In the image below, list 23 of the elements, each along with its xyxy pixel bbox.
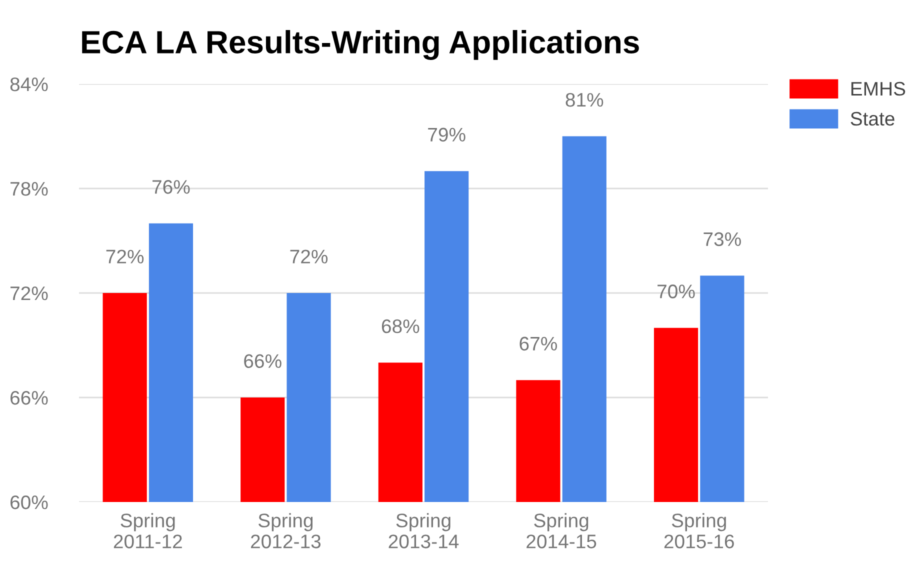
legend-label: State	[850, 112, 894, 126]
data-label: 70%	[658, 284, 695, 298]
legend-label: EMHS	[851, 82, 906, 96]
y-tick-label: 78%	[10, 182, 48, 196]
data-label: 67%	[520, 336, 557, 351]
y-tick-label: 60%	[10, 495, 48, 510]
data-label: 79%	[428, 128, 466, 142]
y-tick-label: 66%	[10, 390, 48, 405]
x-tick-label: Spring 2014-15	[526, 513, 596, 548]
data-label: 72%	[106, 250, 144, 264]
data-label: 81%	[566, 92, 604, 107]
x-tick-label: Spring 2015-16	[664, 513, 734, 548]
data-label: 73%	[704, 232, 741, 246]
y-tick-label: 72%	[10, 286, 48, 300]
chart-title: ECA LA Results-Writing Applications	[82, 30, 639, 60]
data-label: 66%	[244, 354, 282, 368]
x-tick-label: Spring 2012-13	[251, 513, 321, 548]
x-tick-label: Spring 2013-14	[388, 513, 459, 548]
data-label: 72%	[290, 250, 328, 264]
data-label: 76%	[152, 180, 190, 194]
x-tick-label: Spring 2011-12	[114, 513, 182, 548]
data-label: 68%	[382, 319, 420, 334]
y-tick-label: 84%	[10, 77, 48, 92]
